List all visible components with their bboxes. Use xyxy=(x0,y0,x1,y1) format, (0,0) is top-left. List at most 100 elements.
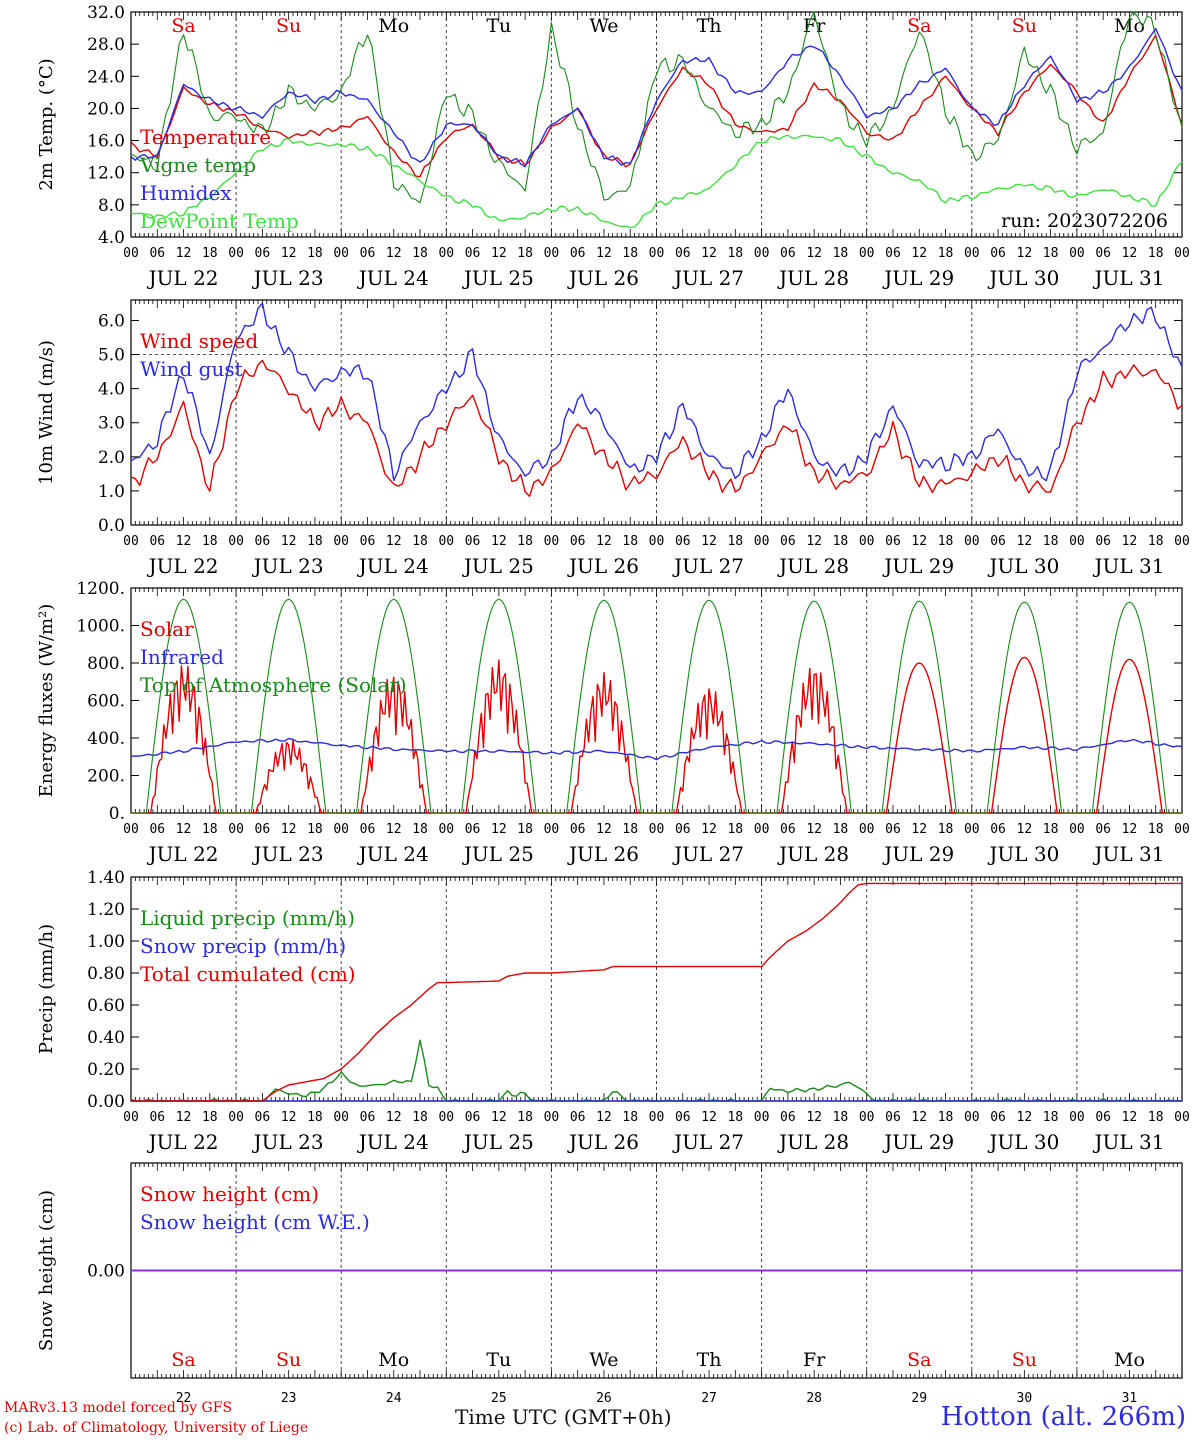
hour-tick-label: 00 xyxy=(228,534,244,549)
hour-tick-label: 18 xyxy=(307,822,323,837)
legend-entry: Wind speed xyxy=(140,329,258,353)
panel-5: 0.00 Snow height (cm) Sa Su Mo Tu We Th Fr Sa Su Mo… xyxy=(36,1162,1183,1406)
day-label: JUL 23 xyxy=(252,842,324,866)
hour-tick-label: 12 xyxy=(176,822,192,837)
day-label: JUL 26 xyxy=(567,1130,639,1154)
hour-tick-label: 00 xyxy=(1174,534,1190,549)
y-tick-label: 16.0 xyxy=(87,132,125,152)
y-tick-label: 5.0 xyxy=(98,346,125,366)
legend-entry: Snow precip (mm/h) xyxy=(140,934,346,958)
plot-frame xyxy=(130,299,1183,526)
hour-tick-label: 00 xyxy=(123,1110,139,1125)
weekday-label: Su xyxy=(276,15,301,37)
hour-tick-label: 12 xyxy=(1017,1110,1033,1125)
y-tick-label: 32.0 xyxy=(87,3,125,23)
y-tick-label: 4.0 xyxy=(98,228,125,248)
y-tick-label: 200. xyxy=(87,767,125,787)
hour-tick-label: 18 xyxy=(727,534,743,549)
hour-tick-label: 06 xyxy=(885,246,901,261)
hour-tick-label: 18 xyxy=(622,534,638,549)
y-tick-label: 0. xyxy=(109,804,125,824)
hour-tick-label: 06 xyxy=(885,1110,901,1125)
hour-tick-label: 00 xyxy=(438,822,454,837)
hour-tick-label: 18 xyxy=(412,246,428,261)
hour-tick-label: 00 xyxy=(1174,822,1190,837)
hour-tick-label: 12 xyxy=(596,1110,612,1125)
y-tick-label: 600. xyxy=(87,692,125,712)
hour-tick-label: 00 xyxy=(333,534,349,549)
legend-entry: Snow height (cm W.E.) xyxy=(140,1210,370,1234)
hour-tick-label: 06 xyxy=(1095,534,1111,549)
hour-tick-label: 00 xyxy=(754,246,770,261)
hour-tick-label: 00 xyxy=(964,822,980,837)
hour-tick-label: 06 xyxy=(570,534,586,549)
hour-tick-label: 06 xyxy=(990,822,1006,837)
hour-tick-label: 00 xyxy=(754,1110,770,1125)
day-label: JUL 24 xyxy=(357,842,429,866)
hour-tick-label: 00 xyxy=(438,1110,454,1125)
hour-tick-label: 12 xyxy=(176,1110,192,1125)
hour-tick-label: 12 xyxy=(1122,534,1138,549)
day-number-label: 30 xyxy=(1017,1391,1033,1406)
day-label: JUL 31 xyxy=(1092,842,1164,866)
series-line xyxy=(130,359,1183,497)
hour-tick-label: 18 xyxy=(1148,822,1164,837)
hour-tick-label: 12 xyxy=(176,534,192,549)
day-label: JUL 23 xyxy=(252,1130,324,1154)
day-label: JUL 31 xyxy=(1092,266,1164,290)
hour-tick-label: 12 xyxy=(701,246,717,261)
hour-tick-label: 18 xyxy=(833,822,849,837)
hour-tick-label: 06 xyxy=(570,822,586,837)
hour-tick-label: 00 xyxy=(333,822,349,837)
day-label: JUL 28 xyxy=(777,554,849,578)
panel-3: 0. 200. 400. 600. 800. 1000. 1200. Energy fluxe… xyxy=(36,579,1190,866)
hour-tick-label: 00 xyxy=(1069,1110,1085,1125)
station-title: Hotton (alt. 266m) xyxy=(940,1402,1186,1432)
day-label: JUL 22 xyxy=(147,1130,219,1154)
legend-entry: Solar xyxy=(140,617,194,641)
hour-tick-label: 12 xyxy=(1122,246,1138,261)
day-label: JUL 25 xyxy=(462,1130,534,1154)
hour-tick-label: 18 xyxy=(1043,534,1059,549)
credit-model: MARv3.13 model forced by GFS xyxy=(4,1400,233,1416)
hour-tick-label: 00 xyxy=(123,534,139,549)
hour-tick-label: 12 xyxy=(806,534,822,549)
hour-tick-label: 18 xyxy=(727,1110,743,1125)
hour-tick-label: 00 xyxy=(754,822,770,837)
legend-entry: Liquid precip (mm/h) xyxy=(140,906,355,930)
hour-tick-label: 18 xyxy=(833,534,849,549)
weekday-label: Sa xyxy=(171,1349,195,1371)
day-label: JUL 27 xyxy=(672,1130,744,1154)
hour-tick-label: 18 xyxy=(517,534,533,549)
series-line xyxy=(131,598,1182,814)
y-tick-label: 6.0 xyxy=(98,311,125,331)
hour-tick-label: 12 xyxy=(596,822,612,837)
hour-tick-label: 12 xyxy=(491,534,507,549)
hour-tick-label: 00 xyxy=(438,534,454,549)
day-label: JUL 26 xyxy=(567,266,639,290)
y-tick-label: 0.00 xyxy=(87,1092,125,1112)
day-number-label: 29 xyxy=(911,1391,927,1406)
hour-tick-label: 06 xyxy=(255,1110,271,1125)
hour-tick-label: 06 xyxy=(1095,246,1111,261)
series-line xyxy=(130,302,1183,482)
hour-tick-label: 00 xyxy=(649,1110,665,1125)
run-label: run: 2023072206 xyxy=(1001,210,1168,232)
weekday-label: Mo xyxy=(1114,15,1145,37)
hour-tick-label: 00 xyxy=(544,246,560,261)
hour-tick-label: 06 xyxy=(149,534,165,549)
hour-tick-label: 00 xyxy=(123,246,139,261)
hour-tick-label: 12 xyxy=(701,822,717,837)
hour-tick-label: 00 xyxy=(333,246,349,261)
hour-tick-label: 00 xyxy=(333,1110,349,1125)
hour-tick-label: 18 xyxy=(517,822,533,837)
hour-tick-label: 12 xyxy=(911,246,927,261)
hour-tick-label: 18 xyxy=(1148,246,1164,261)
y-tick-label: 28.0 xyxy=(87,35,125,55)
day-label: JUL 29 xyxy=(882,1130,954,1154)
hour-tick-label: 12 xyxy=(1017,822,1033,837)
y-tick-label: 12.0 xyxy=(87,164,125,184)
day-label: JUL 29 xyxy=(882,266,954,290)
y-tick-label: 0.20 xyxy=(87,1060,125,1080)
